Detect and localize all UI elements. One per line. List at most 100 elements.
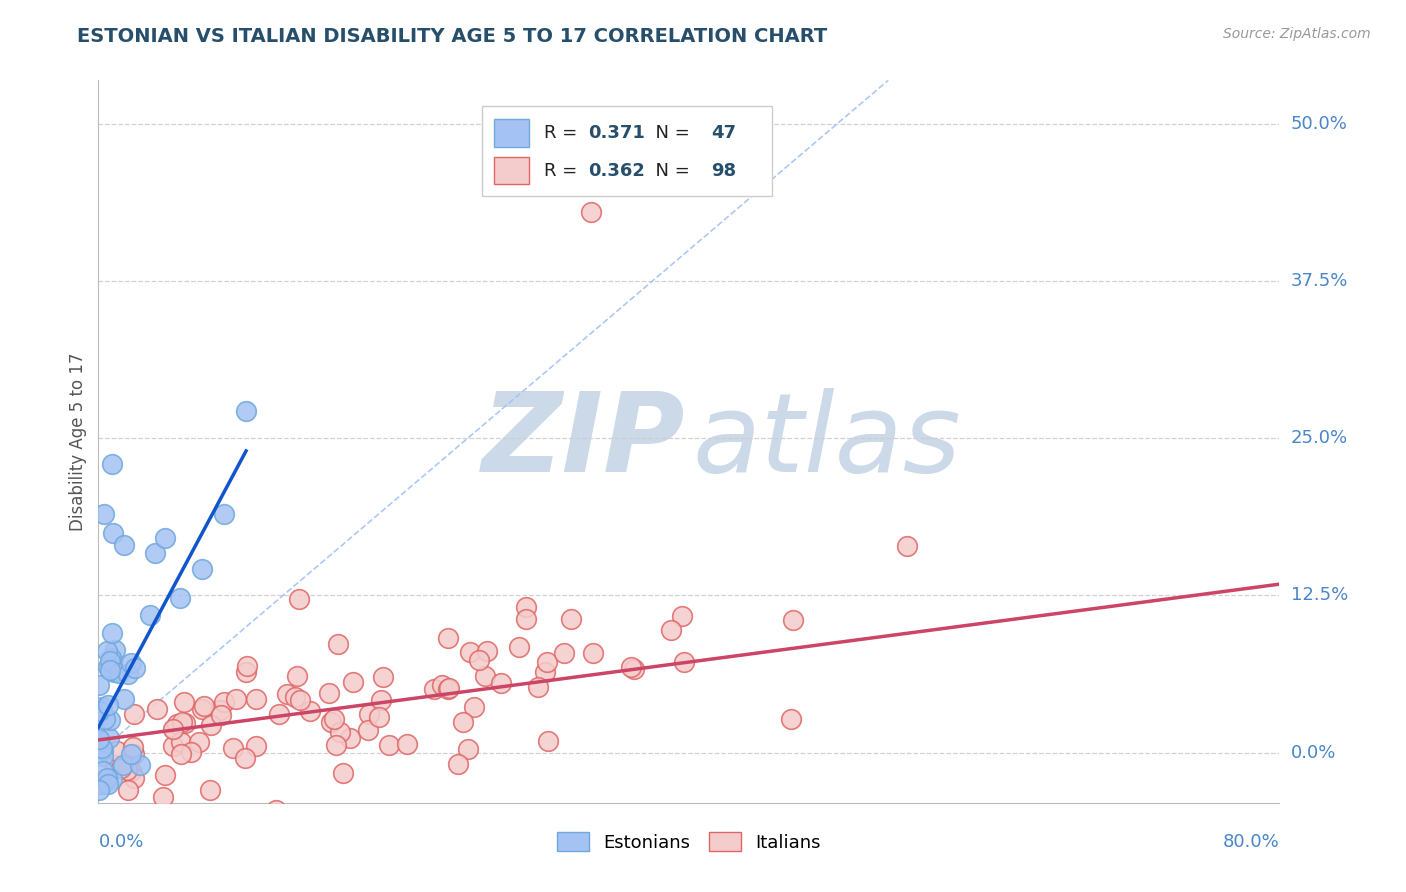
Point <box>97 660 120 674</box>
Text: 0.371: 0.371 <box>589 124 645 142</box>
Point <box>93 712 115 726</box>
Point <box>87 732 110 747</box>
Point <box>162 723 184 737</box>
Point <box>370 692 392 706</box>
Point <box>97 777 120 791</box>
Point <box>377 738 399 752</box>
Point <box>515 599 537 614</box>
Point <box>235 665 257 679</box>
Point <box>672 656 695 670</box>
Point <box>536 655 558 669</box>
Point <box>457 742 479 756</box>
Point <box>582 646 605 660</box>
Point <box>115 763 138 777</box>
Point <box>620 660 643 674</box>
Point <box>200 783 222 797</box>
Point <box>153 531 176 545</box>
FancyBboxPatch shape <box>494 120 530 147</box>
Point <box>321 714 343 729</box>
Point <box>98 654 121 668</box>
Point <box>659 623 682 637</box>
Point <box>117 783 139 797</box>
Point <box>212 508 235 522</box>
Text: ZIP: ZIP <box>482 388 685 495</box>
Point <box>447 756 470 771</box>
Point <box>152 789 174 804</box>
Text: R =: R = <box>544 124 582 142</box>
Point <box>122 706 145 721</box>
Point <box>120 656 142 670</box>
Point <box>267 707 290 722</box>
Point <box>101 625 124 640</box>
Point <box>89 734 111 748</box>
Point <box>318 685 340 699</box>
Point <box>209 703 232 717</box>
Point <box>671 608 693 623</box>
Point <box>170 747 193 762</box>
Point <box>104 758 127 772</box>
Point <box>290 692 312 706</box>
Point <box>169 591 191 606</box>
Point <box>325 739 347 753</box>
Point <box>287 591 309 606</box>
Point <box>553 647 575 661</box>
Point <box>193 699 215 714</box>
Point <box>173 716 195 731</box>
Point <box>97 731 120 745</box>
Point <box>180 745 202 759</box>
Point <box>122 740 145 755</box>
Point <box>332 766 354 780</box>
FancyBboxPatch shape <box>494 157 530 185</box>
Point <box>235 403 257 417</box>
Point <box>162 722 184 736</box>
Point <box>780 712 803 726</box>
FancyBboxPatch shape <box>482 105 772 196</box>
Point <box>166 717 188 731</box>
Point <box>124 661 146 675</box>
Point <box>129 757 152 772</box>
Point <box>169 813 191 827</box>
Point <box>287 669 309 683</box>
Point <box>104 643 127 657</box>
Point <box>579 205 602 219</box>
Point <box>98 663 121 677</box>
Point <box>323 712 346 726</box>
Point <box>89 678 111 692</box>
Point <box>170 735 193 749</box>
Text: ESTONIAN VS ITALIAN DISABILITY AGE 5 TO 17 CORRELATION CHART: ESTONIAN VS ITALIAN DISABILITY AGE 5 TO … <box>77 27 828 45</box>
Point <box>276 687 298 701</box>
Point <box>458 644 481 658</box>
Point <box>342 674 364 689</box>
Point <box>100 457 122 471</box>
Text: 80.0%: 80.0% <box>1223 833 1279 851</box>
Text: 0.0%: 0.0% <box>1291 744 1336 762</box>
Point <box>264 803 287 817</box>
Point <box>222 740 245 755</box>
Point <box>212 696 235 710</box>
Point <box>245 692 267 706</box>
Point <box>101 772 124 786</box>
Point <box>91 764 114 779</box>
Point <box>623 662 645 676</box>
Point <box>89 783 111 797</box>
Text: 37.5%: 37.5% <box>1291 272 1348 290</box>
Text: 47: 47 <box>711 124 737 142</box>
Text: 50.0%: 50.0% <box>1291 115 1347 133</box>
Point <box>122 747 145 762</box>
Point <box>489 676 512 690</box>
Point <box>153 768 176 782</box>
Point <box>98 713 121 727</box>
Point <box>534 665 557 679</box>
Point <box>91 777 114 791</box>
Legend: Estonians, Italians: Estonians, Italians <box>550 825 828 859</box>
Point <box>112 538 135 552</box>
Point <box>508 640 530 654</box>
Point <box>112 758 135 772</box>
Text: 98: 98 <box>711 161 737 179</box>
Point <box>187 735 209 749</box>
Point <box>357 723 380 738</box>
Point <box>233 751 256 765</box>
Point <box>560 612 582 626</box>
Point <box>91 743 114 757</box>
Point <box>328 637 350 651</box>
